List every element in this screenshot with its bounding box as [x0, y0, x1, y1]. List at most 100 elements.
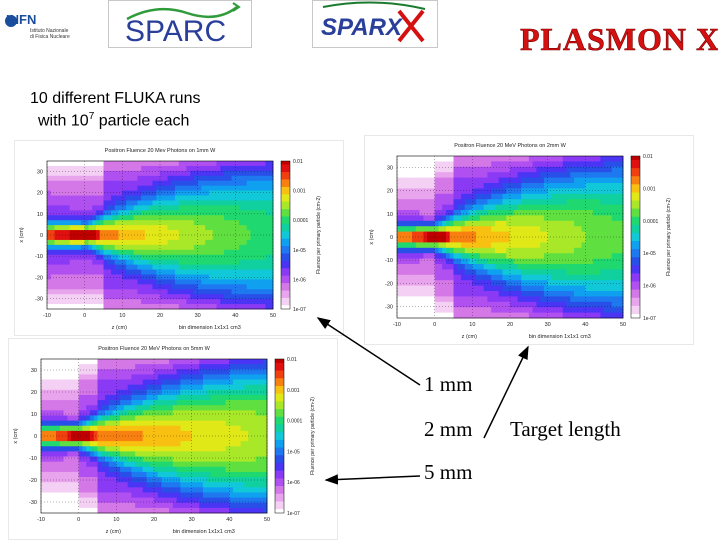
plot-title: Positron Fluence 20 MeV Photons on 5mm W — [98, 346, 210, 352]
plot-title: Positron Fluence 20 MeV Photons on 2mm W — [454, 143, 566, 149]
x-tick-label: 40 — [582, 322, 588, 328]
heatmap-cells — [47, 161, 274, 310]
x-tick-label: -10 — [37, 517, 45, 523]
fluence-plot-2mm: Positron Fluence 20 MeV Photons on 2mm W… — [364, 135, 694, 345]
colorbar-label: Fluence per primary particle (cm-2) — [316, 196, 322, 274]
colorbar-tick-label: 0.0001 — [643, 219, 659, 225]
colorbar-tick-label: 0.001 — [293, 189, 306, 195]
infn-logo: INFN Istituto Nazionale di Fisica Nuclea… — [0, 0, 98, 50]
heatmap-cells — [41, 359, 268, 514]
x-axis-label: z (cm) — [106, 529, 121, 535]
x-tick-label: 20 — [151, 517, 157, 523]
label-2mm: 2 mm — [424, 417, 473, 441]
y-tick-label: -10 — [35, 254, 43, 260]
colorbar-tick-label: 1e-07 — [643, 316, 656, 322]
colorbar-tick-label: 0.001 — [287, 388, 300, 394]
y-tick-label: 20 — [387, 189, 393, 195]
y-tick-label: -20 — [35, 275, 43, 281]
label-target-length: Target length — [510, 417, 621, 441]
colorbar-tick-label: 1e-05 — [293, 248, 306, 254]
label-1mm: 1 mm — [424, 372, 473, 396]
colorbar-tick-label: 1e-06 — [287, 480, 300, 486]
x-tick-label: 30 — [195, 313, 201, 319]
colorbar-tick-label: 1e-07 — [293, 307, 306, 313]
y-tick-label: 30 — [37, 170, 43, 176]
infn-logo-title: INFN — [6, 12, 36, 27]
heatmap-cells — [397, 156, 624, 319]
x-tick-label: 0 — [433, 322, 436, 328]
fluence-plot-5mm: Positron Fluence 20 MeV Photons on 5mm W… — [8, 338, 338, 540]
x-tick-label: 20 — [157, 313, 163, 319]
intro-line-2-post: particle each — [94, 112, 190, 130]
infn-logo-graphic: INFN Istituto Nazionale di Fisica Nuclea… — [5, 12, 70, 40]
bin-note: bin dimension 1x1x1 cm3 — [173, 529, 235, 535]
y-axis-label: x (cm) — [19, 227, 25, 242]
x-tick-label: 10 — [119, 313, 125, 319]
y-tick-label: 10 — [387, 212, 393, 218]
x-tick-label: 40 — [232, 313, 238, 319]
arrow-2mm — [483, 345, 529, 439]
y-tick-label: 20 — [31, 390, 37, 396]
arrow-1mm — [316, 317, 421, 386]
y-axis-label: x (cm) — [369, 229, 375, 244]
x-tick-label: 50 — [620, 322, 626, 328]
colorbar — [281, 161, 290, 310]
x-tick-label: 50 — [270, 313, 276, 319]
colorbar-tick-label: 0.01 — [287, 357, 297, 363]
plot-title: Positron Fluence 20 Mev Photons on 1mm W — [105, 148, 216, 154]
y-tick-label: 10 — [37, 212, 43, 218]
fluence-plot-2mm-svg: Positron Fluence 20 MeV Photons on 2mm W… — [369, 143, 672, 340]
y-axis-label: x (cm) — [13, 428, 19, 443]
x-tick-label: 0 — [83, 313, 86, 319]
sparx-logo-graphic: SPARX — [321, 1, 426, 43]
sparx-logo-title: SPARX — [321, 14, 404, 41]
infn-logo-sub2: di Fisica Nucleare — [30, 34, 70, 40]
x-axis-label: z (cm) — [112, 325, 127, 331]
sparx-logo: SPARX — [312, 0, 438, 48]
x-tick-label: 50 — [264, 517, 270, 523]
colorbar-tick-label: 1e-05 — [643, 251, 656, 257]
y-tick-label: -30 — [35, 296, 43, 302]
x-tick-label: -10 — [43, 313, 51, 319]
fluence-plot-1mm-svg: Positron Fluence 20 Mev Photons on 1mm W… — [19, 148, 322, 331]
y-tick-label: 0 — [40, 233, 43, 239]
colorbar-tick-label: 0.001 — [643, 186, 656, 192]
x-tick-label: 30 — [189, 517, 195, 523]
sparc-logo-graphic: SPARC — [125, 2, 241, 48]
label-5mm: 5 mm — [424, 460, 473, 484]
bin-note: bin dimension 1x1x1 cm3 — [529, 334, 591, 340]
x-axis-label: z (cm) — [462, 334, 477, 340]
arrow-5mm — [324, 474, 421, 485]
y-tick-label: -30 — [385, 304, 393, 310]
x-tick-label: 0 — [77, 517, 80, 523]
colorbar-label: Fluence per primary particle (cm-2) — [310, 397, 316, 475]
x-tick-label: 30 — [545, 322, 551, 328]
plasmon-x-logo-graphic: PLASMON X — [520, 21, 720, 58]
plasmon-x-logo: PLASMON X — [512, 14, 720, 58]
colorbar-tick-label: 1e-06 — [293, 277, 306, 283]
x-tick-label: 40 — [226, 517, 232, 523]
fluence-plot-5mm-svg: Positron Fluence 20 MeV Photons on 5mm W… — [13, 346, 316, 535]
colorbar-tick-label: 0.01 — [643, 154, 653, 160]
plasmon-x-logo-title: PLASMON X — [520, 21, 718, 57]
intro-exponent: 7 — [88, 111, 95, 122]
colorbar-tick-label: 1e-06 — [643, 284, 656, 290]
y-tick-label: 20 — [37, 191, 43, 197]
x-tick-label: -10 — [393, 322, 401, 328]
colorbar-tick-label: 1e-07 — [287, 511, 300, 517]
sparc-logo: SPARC — [108, 0, 252, 48]
colorbar-tick-label: 0.0001 — [287, 419, 303, 425]
colorbar-tick-label: 0.0001 — [293, 218, 309, 224]
fluence-plot-1mm: Positron Fluence 20 Mev Photons on 1mm W… — [14, 140, 344, 336]
colorbar-tick-label: 1e-05 — [287, 449, 300, 455]
y-tick-label: -20 — [29, 478, 37, 484]
y-tick-label: 30 — [387, 166, 393, 172]
colorbar-label: Fluence per primary particle (cm-2) — [666, 198, 672, 276]
colorbar — [631, 156, 640, 319]
y-tick-label: 0 — [390, 235, 393, 241]
y-tick-label: -20 — [385, 281, 393, 287]
intro-line-2: with 107 particle each — [38, 111, 189, 130]
y-tick-label: -10 — [385, 258, 393, 264]
intro-line-2-pre: with 10 — [38, 112, 89, 130]
